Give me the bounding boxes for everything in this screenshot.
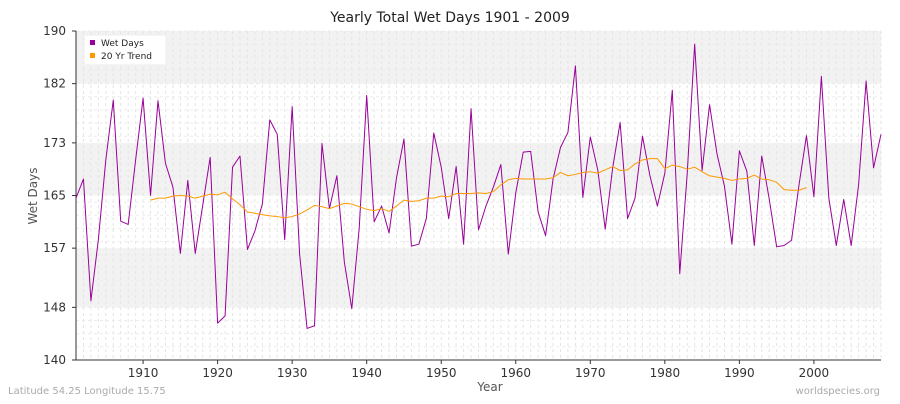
x-tick-label: 1950 [426,366,457,380]
series-line-20yr-trend [150,158,807,219]
x-tick-label: 1910 [128,366,159,380]
y-axis-label: Wet Days [26,167,40,224]
legend-label-trend: 20 Yr Trend [101,52,152,62]
legend-label-wet-days: Wet Days [101,39,144,49]
footer-location: Latitude 54.25 Longitude 15.75 [8,386,166,397]
x-tick-label: 1980 [650,366,681,380]
y-tick-label: 182 [43,77,66,91]
legend-box [83,34,167,66]
x-tick-label: 1940 [351,366,382,380]
series-line-wet-days [75,43,882,329]
x-tick-label: 1920 [202,366,233,380]
y-tick-label: 140 [43,353,66,367]
legend-swatch-wet-days [90,40,95,45]
y-tick-label: 157 [43,241,66,255]
axes: 140 148 157 165 173 182 190 1910 1920 1930 1940 195… [43,24,881,380]
y-tick-label: 148 [43,300,66,314]
legend: Wet Days 20 Yr Trend [83,34,167,66]
series-layer [75,43,882,329]
chart-title: Yearly Total Wet Days 1901 - 2009 [329,10,570,26]
x-tick-label: 2000 [799,366,830,380]
footer-source: worldspecies.org [796,386,880,397]
x-tick-label: 1970 [575,366,606,380]
legend-swatch-trend [90,53,95,58]
x-tick-label: 1990 [724,366,755,380]
x-tick-label: 1960 [500,366,531,380]
y-tick-label: 173 [43,136,66,150]
y-tick-label: 165 [43,189,66,203]
x-axis-label: Year [476,380,502,394]
y-tick-label: 190 [43,24,66,38]
x-tick-label: 1930 [277,366,308,380]
